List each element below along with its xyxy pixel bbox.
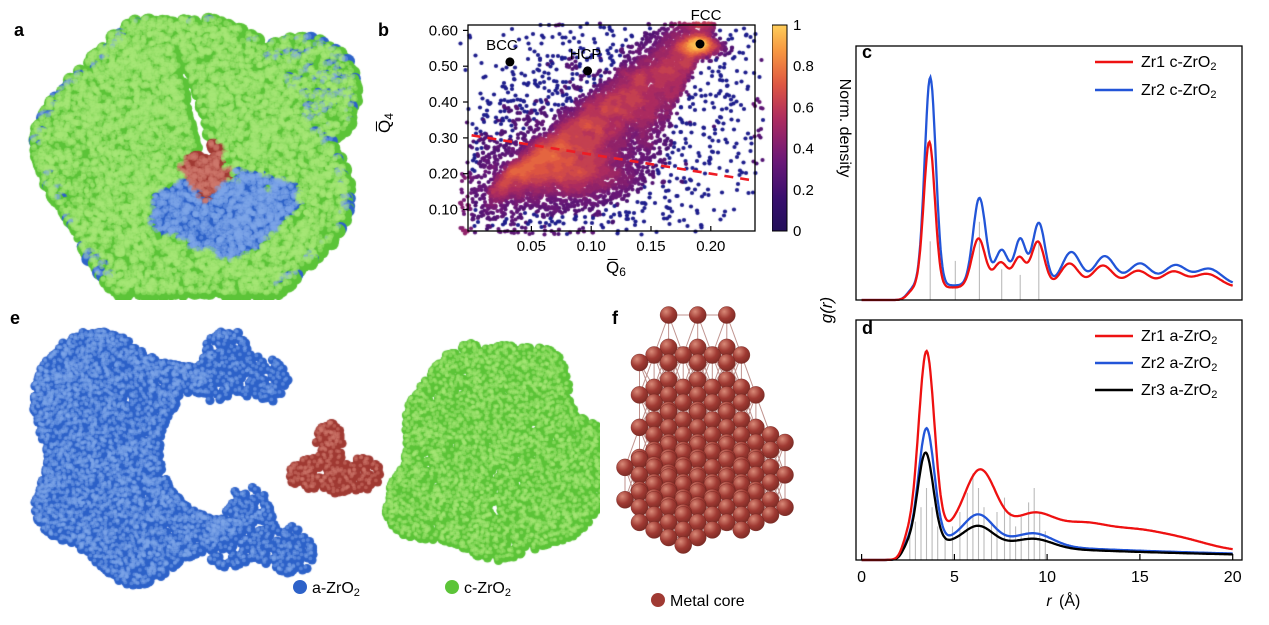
svg-text:0: 0 bbox=[793, 223, 801, 240]
svg-text:0.50: 0.50 bbox=[429, 58, 458, 75]
svg-text:0.10: 0.10 bbox=[429, 202, 458, 219]
svg-text:Zr2 a-ZrO2: Zr2 a-ZrO2 bbox=[1141, 355, 1217, 374]
svg-text:0.20: 0.20 bbox=[696, 238, 725, 255]
svg-text:10: 10 bbox=[1038, 569, 1056, 586]
svg-text:0.10: 0.10 bbox=[577, 238, 606, 255]
svg-text:BCC: BCC bbox=[486, 37, 518, 54]
svg-text:0.20: 0.20 bbox=[429, 166, 458, 183]
svg-text:Q̅6: Q̅6 bbox=[606, 258, 626, 279]
svg-text:15: 15 bbox=[1131, 569, 1149, 586]
svg-text:20: 20 bbox=[1224, 569, 1242, 586]
svg-text:0.4: 0.4 bbox=[793, 141, 814, 158]
svg-text:a-ZrO2: a-ZrO2 bbox=[312, 580, 360, 599]
svg-text:Zr2 c-ZrO2: Zr2 c-ZrO2 bbox=[1141, 82, 1216, 101]
svg-text:5: 5 bbox=[950, 569, 959, 586]
svg-text:FCC: FCC bbox=[691, 7, 722, 24]
svg-text:0.60: 0.60 bbox=[429, 22, 458, 39]
svg-text:0.6: 0.6 bbox=[793, 99, 814, 116]
svg-text:g(r): g(r) bbox=[817, 297, 836, 323]
svg-text:0.05: 0.05 bbox=[517, 238, 546, 255]
svg-text:Zr1 a-ZrO2: Zr1 a-ZrO2 bbox=[1141, 328, 1217, 347]
svg-text:Zr1 c-ZrO2: Zr1 c-ZrO2 bbox=[1141, 54, 1216, 73]
svg-text:Q̅4: Q̅4 bbox=[375, 113, 396, 133]
svg-text:0.2: 0.2 bbox=[793, 182, 814, 199]
svg-text:0.15: 0.15 bbox=[636, 238, 665, 255]
svg-text:0.30: 0.30 bbox=[429, 130, 458, 147]
svg-text:c-ZrO2: c-ZrO2 bbox=[464, 580, 511, 599]
svg-text:Zr3 a-ZrO2: Zr3 a-ZrO2 bbox=[1141, 382, 1217, 401]
svg-text:HCP: HCP bbox=[570, 46, 602, 63]
svg-text:0.40: 0.40 bbox=[429, 94, 458, 111]
svg-text:r: r bbox=[1046, 593, 1052, 610]
svg-text:1: 1 bbox=[793, 17, 801, 34]
svg-text:0.8: 0.8 bbox=[793, 58, 814, 75]
svg-text:Metal core: Metal core bbox=[670, 593, 745, 610]
svg-text:(Å): (Å) bbox=[1059, 591, 1080, 610]
